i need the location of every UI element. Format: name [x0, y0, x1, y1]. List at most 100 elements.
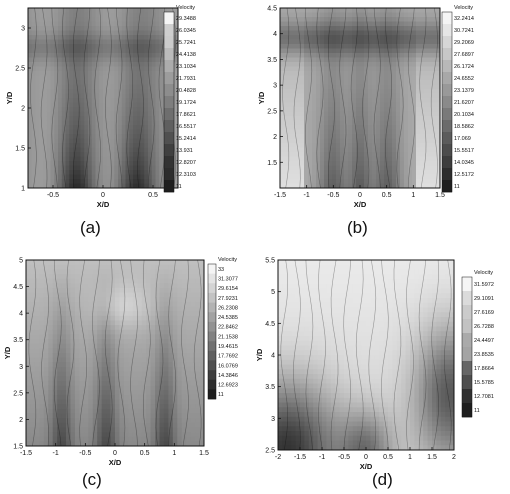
heatmap-cell	[137, 273, 143, 279]
heatmap-cell	[121, 17, 126, 22]
heatmap-cell	[73, 30, 78, 36]
heatmap-cell	[368, 102, 373, 108]
heatmap-cell	[150, 366, 156, 372]
heatmap-cell	[110, 376, 116, 382]
heatmap-cell	[412, 26, 417, 31]
heatmap-cell	[110, 301, 116, 307]
heatmap-cell	[388, 21, 393, 27]
x-tick-label: 0.5	[148, 192, 158, 199]
heatmap-cell	[26, 413, 31, 419]
heatmap-cell	[125, 129, 130, 135]
heatmap-cell	[88, 129, 93, 135]
legend-swatch	[442, 48, 452, 61]
heatmap-cell	[352, 30, 357, 36]
heatmap-cell	[136, 138, 141, 144]
heatmap-cell	[360, 125, 365, 130]
heatmap-cell	[48, 264, 54, 270]
heatmap-cell	[146, 376, 151, 382]
heatmap-cell	[186, 260, 192, 266]
heatmap-cell	[46, 183, 51, 189]
heatmap-cell	[392, 57, 397, 63]
heatmap-cell	[368, 107, 373, 112]
heatmap-cell	[344, 152, 349, 157]
heatmap-cell	[424, 89, 429, 94]
heatmap-cell	[35, 147, 40, 153]
heatmap-cell	[312, 80, 317, 85]
heatmap-cell	[54, 35, 59, 40]
heatmap-cell	[344, 80, 349, 85]
heatmap-cell	[61, 343, 67, 349]
heatmap-cell	[140, 8, 145, 13]
heatmap-cell	[384, 143, 389, 148]
heatmap-cell	[52, 325, 58, 331]
heatmap-cell	[110, 366, 116, 372]
heatmap-cell	[66, 264, 71, 270]
heatmap-cell	[408, 134, 413, 139]
heatmap-cell	[80, 89, 85, 94]
heatmap-cell	[296, 116, 301, 121]
heatmap-cell	[396, 170, 401, 175]
heatmap-cell	[155, 371, 160, 377]
heatmap-cell	[39, 436, 45, 442]
heatmap-cell	[123, 404, 129, 410]
heatmap-cell	[106, 273, 111, 279]
heatmap-cell	[308, 107, 313, 112]
heatmap-cell	[159, 380, 165, 386]
heatmap-cell	[428, 125, 433, 130]
legend-swatch	[442, 180, 452, 193]
heatmap-cell	[181, 320, 187, 326]
heatmap-cell	[46, 39, 51, 45]
heatmap-cell	[48, 260, 54, 266]
heatmap-cell	[181, 311, 187, 317]
heatmap-cell	[144, 161, 149, 166]
heatmap-cell	[129, 53, 134, 58]
heatmap-cell	[43, 278, 49, 284]
heatmap-cell	[432, 111, 437, 117]
heatmap-cell	[92, 348, 98, 354]
heatmap-cell	[174, 174, 179, 180]
heatmap-cell	[66, 260, 71, 266]
heatmap-cell	[133, 156, 138, 162]
heatmap-cell	[155, 26, 160, 31]
heatmap-cell	[34, 264, 40, 270]
heatmap-cell	[288, 134, 293, 139]
heatmap-cell	[360, 111, 365, 117]
heatmap-cell	[92, 334, 98, 340]
heatmap-cell	[436, 26, 441, 31]
heatmap-cell	[380, 44, 385, 49]
heatmap-cell	[432, 17, 437, 22]
heatmap-cell	[376, 84, 381, 90]
contour-line	[193, 259, 202, 447]
heatmap-cell	[388, 98, 393, 103]
heatmap-cell	[392, 120, 397, 126]
heatmap-cell	[35, 116, 40, 121]
heatmap-cell	[97, 311, 103, 317]
heatmap-cell	[97, 399, 103, 405]
heatmap-cell	[118, 26, 123, 31]
heatmap-cell	[364, 44, 369, 49]
heatmap-cell	[34, 385, 40, 391]
heatmap-cell	[181, 404, 187, 410]
heatmap-cell	[57, 301, 62, 307]
heatmap-cell	[356, 102, 361, 108]
heatmap-cell	[43, 399, 49, 405]
heatmap-cell	[103, 84, 108, 90]
heatmap-cell	[380, 143, 385, 148]
heatmap-cell	[428, 116, 433, 121]
heatmap-cell	[151, 125, 156, 130]
heatmap-cell	[69, 21, 74, 27]
heatmap-cell	[129, 107, 134, 112]
heatmap-cell	[73, 89, 78, 94]
heatmap-cell	[436, 8, 441, 13]
heatmap-cell	[52, 343, 58, 349]
heatmap-cell	[186, 376, 192, 382]
heatmap-cell	[408, 138, 413, 144]
heatmap-cell	[34, 422, 40, 428]
heatmap-cell	[52, 422, 58, 428]
heatmap-cell	[140, 48, 145, 54]
heatmap-cell	[65, 125, 70, 130]
contour-line	[92, 259, 100, 447]
heatmap-cell	[115, 301, 120, 307]
heatmap-cell	[432, 66, 437, 72]
heatmap-cell	[84, 179, 89, 184]
